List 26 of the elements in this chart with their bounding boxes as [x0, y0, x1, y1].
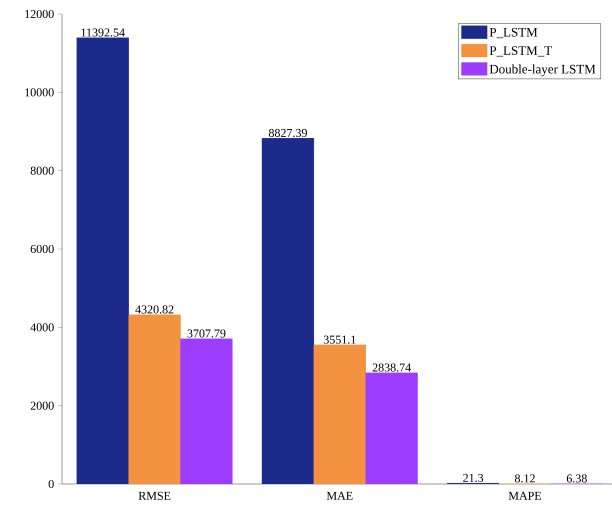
- y-tick-label: 0: [48, 480, 54, 488]
- y-tick-label: 2000: [30, 402, 54, 410]
- x-tick-label: RMSE: [138, 492, 170, 500]
- legend-label: Double-layer LSTM: [490, 64, 596, 76]
- data-label: 2838.74: [372, 363, 411, 372]
- legend-label: P_LSTM: [490, 28, 538, 38]
- x-tick-label: MAE: [326, 492, 353, 500]
- bar: [76, 38, 129, 484]
- y-tick-label: 10000: [25, 88, 54, 96]
- y-tick-label: 4000: [30, 323, 54, 332]
- data-label: 6.38: [566, 474, 587, 483]
- y-tick-label: 12000: [25, 10, 54, 18]
- y-tick-label: 8000: [30, 166, 54, 175]
- y-tick-label: 6000: [30, 244, 54, 254]
- data-label: 11392.54: [82, 28, 125, 37]
- x-tick-label: MAPE: [508, 492, 542, 500]
- data-label: 3707.79: [188, 329, 226, 338]
- data-label: 3551.1: [324, 336, 356, 344]
- data-label: 8827.39: [268, 128, 307, 138]
- bar: [262, 138, 314, 484]
- bar: [366, 372, 418, 484]
- data-label: 8.12: [514, 474, 535, 482]
- data-label: 4320.82: [135, 305, 174, 314]
- data-label: 21.3: [463, 474, 484, 482]
- bar: [180, 338, 233, 484]
- legend-label: P_LSTM_T: [490, 46, 552, 57]
